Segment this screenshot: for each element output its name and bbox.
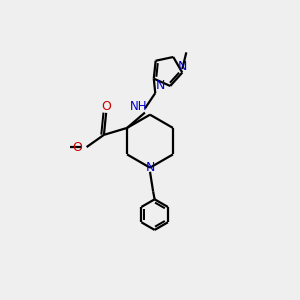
Text: O: O xyxy=(72,142,82,154)
Text: N: N xyxy=(178,60,187,73)
Text: N: N xyxy=(156,80,165,92)
Text: O: O xyxy=(101,100,111,113)
Text: NH: NH xyxy=(130,100,148,113)
Text: N: N xyxy=(145,161,155,174)
